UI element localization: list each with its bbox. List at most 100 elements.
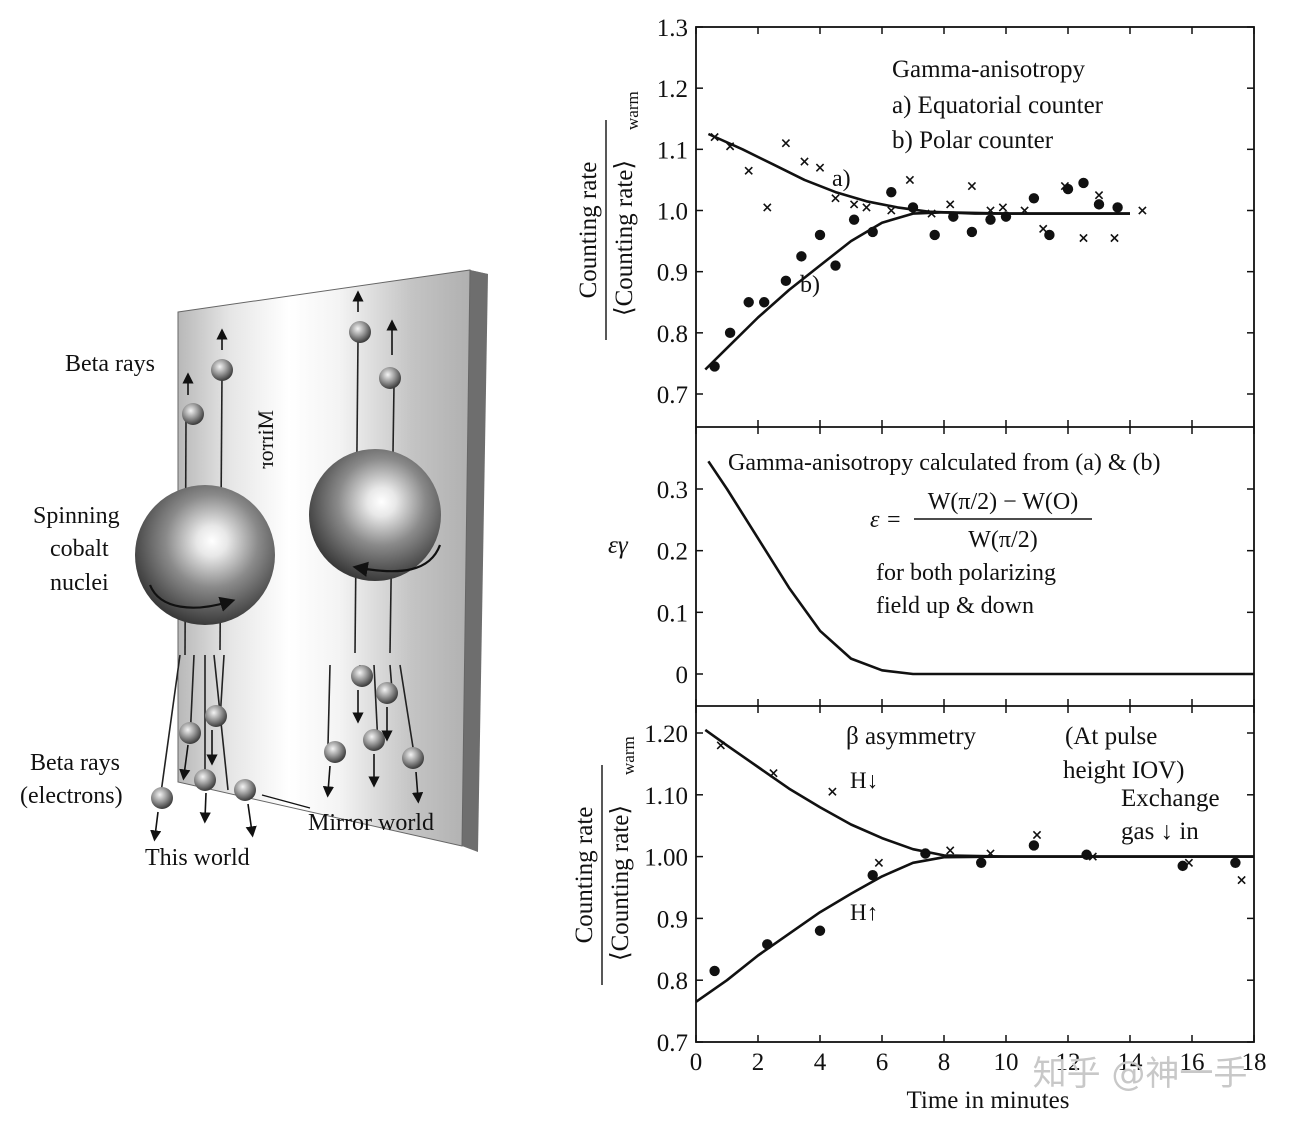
data-point-cross xyxy=(744,166,753,175)
panel-a-ticks: 0.7 0.8 0.9 1.0 1.1 1.2 1.3 xyxy=(657,15,1255,427)
data-point-cross xyxy=(946,846,955,855)
chart-frame xyxy=(695,26,1255,1043)
panel-b-note-line2: field up & down xyxy=(876,593,1034,619)
data-point-cross xyxy=(1032,830,1042,840)
svg-text:Counting rate: Counting rate xyxy=(571,807,598,944)
spinning-label: Spinning xyxy=(33,503,120,529)
data-point-dot xyxy=(1177,860,1188,872)
series-curve xyxy=(707,460,1254,676)
data-point-cross xyxy=(763,203,772,212)
data-point-dot xyxy=(743,297,754,308)
pulse-label-line2: height IOV) xyxy=(1063,757,1185,784)
panel-b: 0 0.1 0.2 0.3 Gamma-anisotropy calculated f… xyxy=(608,427,1255,706)
panel-b-marks xyxy=(707,460,1254,676)
y-tick-label: 0.8 xyxy=(657,968,688,995)
mirror-world-label: Mirror world xyxy=(308,810,434,836)
electron-balls xyxy=(151,321,424,809)
panel-a-legend-line2: a) Equatorial counter xyxy=(892,92,1104,119)
svg-text:warm: warm xyxy=(619,736,638,775)
y-tick-label: 0.9 xyxy=(657,906,688,933)
this-world-label: This world xyxy=(145,845,250,871)
watermark: 知乎 @神一手 xyxy=(1033,1054,1248,1094)
y-tick-label: 1.00 xyxy=(644,845,688,872)
data-point-dot xyxy=(1028,840,1040,851)
y-tick-label: 0.9 xyxy=(657,260,688,287)
data-point-dot xyxy=(1062,183,1074,195)
y-tick-label: 0.3 xyxy=(657,477,688,504)
data-point-dot xyxy=(966,226,978,238)
mirror-label: Mirror xyxy=(253,410,278,469)
data-point-dot xyxy=(1028,193,1040,204)
electron-arrows xyxy=(150,290,424,842)
series-curve xyxy=(695,855,1254,1003)
data-point-cross xyxy=(905,175,915,185)
panel-b-eq-num: W(π/2) − W(O) xyxy=(928,489,1079,515)
data-point-cross xyxy=(1094,191,1104,200)
data-point-cross xyxy=(874,858,884,867)
data-point-dot xyxy=(886,186,897,198)
data-point-dot xyxy=(848,214,860,225)
beta-asymmetry-label: β asymmetry xyxy=(846,723,977,750)
data-point-cross xyxy=(815,163,825,172)
y-tick-label: 1.20 xyxy=(644,721,688,748)
y-tick-label: 1.3 xyxy=(657,15,688,42)
data-point-dot xyxy=(1093,199,1105,210)
y-tick-label: 1.2 xyxy=(657,76,688,103)
data-point-cross xyxy=(1110,233,1119,243)
x-tick-label: 18 xyxy=(1242,1049,1267,1076)
panel-b-title: Gamma-anisotropy calculated from (a) & (… xyxy=(728,450,1161,476)
panel-a-marks xyxy=(704,132,1147,372)
y-tick-label: 1.10 xyxy=(644,783,688,810)
data-point-dot xyxy=(1230,857,1241,868)
data-point-dot xyxy=(985,214,996,225)
y-tick-label: 1.0 xyxy=(657,199,688,226)
svg-text:⟨Counting rate⟩: ⟨Counting rate⟩ xyxy=(607,805,634,961)
y-tick-label: 0.7 xyxy=(657,1030,688,1057)
data-point-dot xyxy=(976,857,987,868)
x-tick-label: 0 xyxy=(690,1049,703,1076)
svg-text:Counting rate: Counting rate xyxy=(575,162,602,299)
data-point-dot xyxy=(867,869,878,881)
panel-a: 0.7 0.8 0.9 1.0 1.1 1.2 1.3 Gamma-anisotropy a… xyxy=(575,15,1255,427)
svg-text:warm: warm xyxy=(623,91,642,130)
data-point-cross xyxy=(1138,206,1147,215)
series-curve xyxy=(704,211,1130,371)
panel-b-eq-den: W(π/2) xyxy=(968,527,1037,553)
data-point-dot xyxy=(1044,229,1055,241)
h-down-label: H↓ xyxy=(850,768,878,793)
cobalt-nucleus-right xyxy=(309,449,441,581)
data-point-dot xyxy=(814,925,826,936)
panel-c-ticks: 0.7 0.8 0.9 1.00 1.10 1.20 0 2 4 6 8 10 12 14 16 18 xyxy=(644,706,1267,1076)
panel-c-ylabel: Counting rate ⟨Counting rate⟩ warm xyxy=(571,736,638,985)
data-point-cross xyxy=(831,194,840,203)
data-point-dot xyxy=(830,260,841,271)
data-point-cross xyxy=(1079,233,1088,243)
y-tick-label: 0.8 xyxy=(657,321,688,348)
panel-b-ticks: 0 0.1 0.2 0.3 xyxy=(657,427,1255,706)
x-axis-label: Time in minutes xyxy=(907,1087,1070,1114)
data-point-dot xyxy=(709,965,720,977)
data-point-dot xyxy=(929,229,940,241)
data-point-dot xyxy=(759,297,770,308)
svg-text:⟨Counting rate⟩: ⟨Counting rate⟩ xyxy=(611,160,638,316)
panel-a-legend-line3: b) Polar counter xyxy=(892,127,1054,154)
data-point-cross xyxy=(946,200,955,209)
data-point-dot xyxy=(796,251,807,262)
cobalt-nucleus-left xyxy=(135,485,275,625)
data-point-cross xyxy=(998,203,1008,212)
mirror-panel xyxy=(177,269,471,847)
data-point-cross xyxy=(828,787,837,796)
x-tick-label: 4 xyxy=(814,1049,827,1076)
x-tick-label: 6 xyxy=(876,1049,889,1076)
data-point-cross xyxy=(862,203,871,212)
data-point-cross xyxy=(967,181,977,191)
data-point-cross xyxy=(849,200,859,209)
data-point-cross xyxy=(1237,875,1246,885)
panel-a-ylabel: Counting rate ⟨Counting rate⟩ warm xyxy=(575,91,642,340)
panel-b-ylabel: εγ xyxy=(608,532,629,559)
x-tick-label: 16 xyxy=(1180,1049,1205,1076)
data-point-dot xyxy=(724,327,736,339)
x-tick-label: 14 xyxy=(1118,1049,1144,1076)
electrons-label: (electrons) xyxy=(20,783,123,809)
